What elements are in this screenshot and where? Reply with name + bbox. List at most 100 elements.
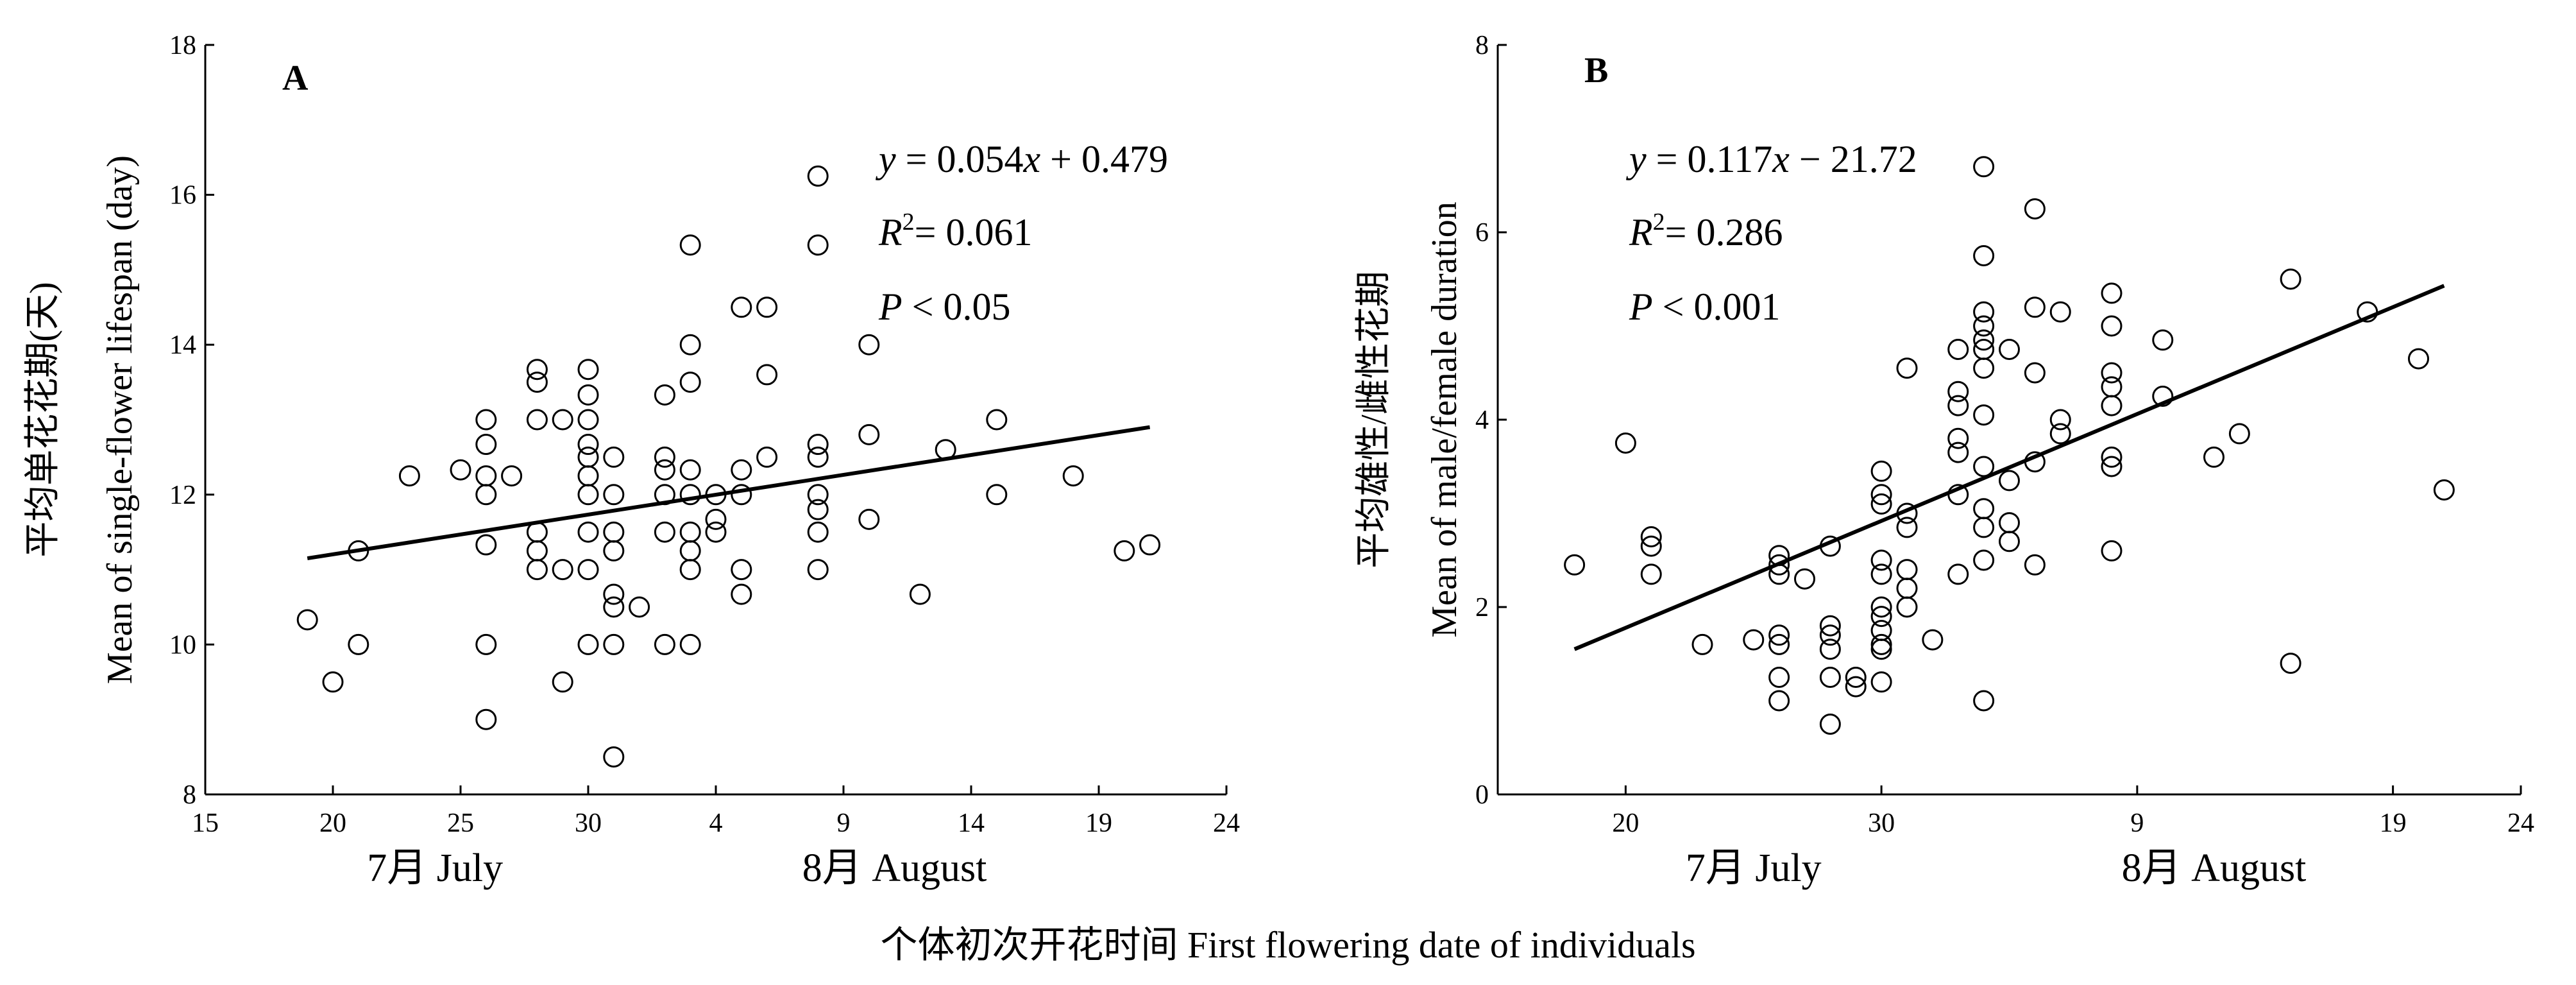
data-point bbox=[1870, 460, 1892, 482]
data-point bbox=[603, 746, 625, 768]
data-point bbox=[348, 633, 369, 655]
data-point bbox=[552, 671, 573, 693]
data-point bbox=[1640, 535, 1662, 557]
data-point bbox=[552, 559, 573, 581]
data-point bbox=[475, 708, 497, 730]
data-point bbox=[526, 372, 548, 393]
r-squared: R2= 0.286 bbox=[1629, 209, 1783, 253]
data-point bbox=[1845, 676, 1867, 698]
data-point bbox=[756, 364, 778, 386]
data-point bbox=[986, 484, 1008, 506]
data-point bbox=[1896, 502, 1918, 524]
x-tick-label: 24 bbox=[1213, 809, 1240, 838]
data-point bbox=[2433, 479, 2455, 501]
data-point bbox=[1973, 156, 1995, 178]
data-point bbox=[679, 459, 701, 481]
x-tick-label: 30 bbox=[1868, 809, 1895, 838]
data-point bbox=[1999, 512, 2020, 534]
data-point bbox=[475, 409, 497, 431]
data-point bbox=[2101, 446, 2123, 468]
data-point bbox=[1973, 549, 1995, 571]
month-label: 8月 August bbox=[802, 846, 987, 890]
data-point bbox=[577, 633, 599, 655]
data-point bbox=[1845, 667, 1867, 688]
data-point bbox=[1768, 554, 1790, 576]
x-tick-label: 14 bbox=[958, 809, 985, 838]
data-point bbox=[1819, 624, 1841, 646]
data-point bbox=[2101, 376, 2123, 398]
data-point bbox=[2049, 301, 2071, 323]
data-point bbox=[1973, 517, 1995, 538]
data-point bbox=[1973, 498, 1995, 520]
data-point bbox=[654, 446, 675, 468]
month-label: 8月 August bbox=[2122, 846, 2307, 890]
data-point bbox=[603, 484, 625, 506]
data-point bbox=[526, 559, 548, 581]
data-point bbox=[1896, 559, 1918, 581]
data-point bbox=[1896, 596, 1918, 618]
data-point bbox=[1870, 484, 1892, 506]
data-point bbox=[2101, 362, 2123, 384]
data-point bbox=[526, 540, 548, 561]
data-point bbox=[1947, 339, 1969, 360]
data-point bbox=[1794, 568, 1815, 590]
data-point bbox=[2101, 540, 2123, 561]
data-point bbox=[2203, 446, 2224, 468]
data-point bbox=[296, 609, 318, 631]
p-value: P < 0.001 bbox=[1629, 286, 1781, 328]
data-point bbox=[475, 484, 497, 506]
data-point bbox=[1870, 606, 1892, 628]
data-point bbox=[679, 521, 701, 543]
r-squared: R2= 0.061 bbox=[878, 209, 1033, 253]
data-point bbox=[1896, 517, 1918, 538]
data-point bbox=[577, 446, 599, 468]
data-point bbox=[1947, 395, 1969, 416]
data-point bbox=[577, 559, 599, 581]
data-point bbox=[731, 484, 752, 506]
data-point bbox=[603, 540, 625, 561]
data-point bbox=[1947, 381, 1969, 402]
data-point bbox=[1973, 404, 1995, 426]
data-point bbox=[1922, 629, 1944, 651]
data-point bbox=[1768, 690, 1790, 712]
month-label: 7月 July bbox=[1686, 846, 1822, 890]
y-tick-label: 6 bbox=[1475, 218, 1489, 248]
data-point bbox=[577, 434, 599, 456]
data-point bbox=[1999, 339, 2020, 360]
y-tick-label: 0 bbox=[1475, 780, 1489, 810]
data-point bbox=[1819, 667, 1841, 688]
data-point bbox=[705, 521, 727, 543]
data-point bbox=[475, 465, 497, 487]
data-point bbox=[1973, 315, 1995, 337]
data-point bbox=[526, 359, 548, 381]
data-point bbox=[1640, 526, 1662, 547]
data-point bbox=[322, 671, 344, 693]
data-point bbox=[705, 508, 727, 530]
data-point bbox=[1870, 563, 1892, 585]
data-point bbox=[654, 484, 675, 506]
data-point bbox=[1870, 620, 1892, 641]
x-tick-label: 4 bbox=[709, 809, 723, 838]
data-point bbox=[1819, 714, 1841, 735]
data-point bbox=[348, 540, 369, 561]
data-point bbox=[475, 434, 497, 456]
regression-equation: y = 0.054x + 0.479 bbox=[875, 138, 1168, 180]
data-point bbox=[807, 499, 829, 520]
data-point bbox=[2101, 315, 2123, 337]
y-axis-label: Mean of single-flower lifespan (day) bbox=[100, 155, 140, 684]
data-point bbox=[654, 459, 675, 481]
data-point bbox=[2280, 268, 2301, 290]
data-point bbox=[526, 409, 548, 431]
y-tick-label: 8 bbox=[1475, 31, 1489, 60]
data-point bbox=[2024, 296, 2046, 318]
panel-letter: A bbox=[282, 58, 309, 98]
data-point bbox=[731, 583, 752, 605]
data-point bbox=[1768, 633, 1790, 655]
data-point bbox=[1870, 549, 1892, 571]
data-point bbox=[2408, 348, 2429, 370]
x-tick-label: 15 bbox=[192, 809, 219, 838]
data-point bbox=[603, 583, 625, 605]
data-point bbox=[552, 409, 573, 431]
